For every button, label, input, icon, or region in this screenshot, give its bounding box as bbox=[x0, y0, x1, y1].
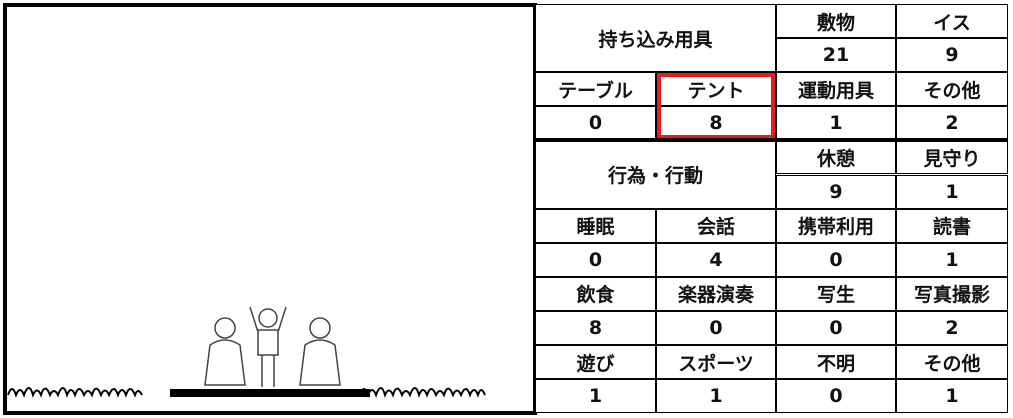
item-count: 1 bbox=[656, 379, 776, 414]
item-label: 携帯利用 bbox=[776, 208, 896, 243]
item-label: その他 bbox=[896, 72, 1008, 107]
item-count: 21 bbox=[776, 38, 896, 73]
item-label: 読書 bbox=[896, 208, 1008, 243]
item-label: テント bbox=[656, 72, 776, 107]
group-title: 持ち込み用具 bbox=[535, 4, 776, 73]
picnic-mat bbox=[170, 389, 370, 397]
item-count: 0 bbox=[535, 106, 656, 141]
item-label: 会話 bbox=[656, 208, 776, 243]
item-label: 不明 bbox=[776, 345, 896, 380]
illustration bbox=[3, 3, 537, 415]
item-label: スポーツ bbox=[656, 345, 776, 380]
item-label: 飲食 bbox=[535, 276, 656, 311]
item-label: 運動用具 bbox=[776, 72, 896, 107]
group-separator bbox=[535, 138, 1008, 143]
item-count: 1 bbox=[896, 379, 1008, 414]
item-label: その他 bbox=[896, 345, 1008, 380]
group-title: 行為・行動 bbox=[535, 140, 776, 209]
item-count: 0 bbox=[776, 310, 896, 345]
grass-left bbox=[7, 387, 143, 399]
item-label: 写真撮影 bbox=[896, 276, 1008, 311]
item-count: 8 bbox=[535, 310, 656, 345]
item-count: 4 bbox=[656, 242, 776, 277]
item-label: 写生 bbox=[776, 276, 896, 311]
item-count: 0 bbox=[776, 242, 896, 277]
item-count: 0 bbox=[776, 379, 896, 414]
item-label: 見守り bbox=[896, 140, 1008, 175]
grass-right bbox=[359, 387, 486, 399]
item-count: 0 bbox=[535, 242, 656, 277]
item-count: 2 bbox=[896, 310, 1008, 345]
item-count: 0 bbox=[656, 310, 776, 345]
item-label: 遊び bbox=[535, 345, 656, 380]
item-count: 1 bbox=[896, 242, 1008, 277]
item-count: 1 bbox=[535, 379, 656, 414]
item-count: 9 bbox=[776, 174, 896, 209]
item-label: 休憩 bbox=[776, 140, 896, 175]
highlight-box bbox=[657, 73, 775, 140]
item-count: 1 bbox=[896, 174, 1008, 209]
item-count: 1 bbox=[776, 106, 896, 141]
item-label: 楽器演奏 bbox=[656, 276, 776, 311]
people bbox=[204, 306, 341, 387]
item-count: 9 bbox=[896, 38, 1008, 73]
item-label: 睡眠 bbox=[535, 208, 656, 243]
item-count: 2 bbox=[896, 106, 1008, 141]
item-label: テーブル bbox=[535, 72, 656, 107]
item-label: イス bbox=[896, 4, 1008, 39]
item-label: 敷物 bbox=[776, 4, 896, 39]
